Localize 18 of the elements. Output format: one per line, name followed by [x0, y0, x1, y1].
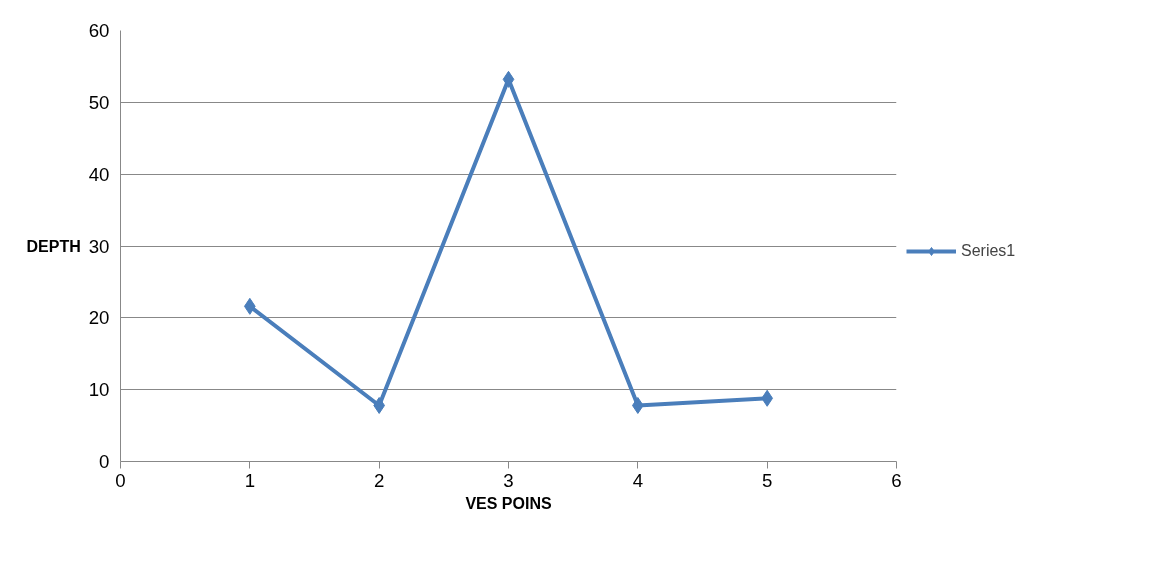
- point: [502, 70, 515, 88]
- legend-label: Series1: [961, 242, 1017, 260]
- x-tick-label: 0: [115, 469, 126, 491]
- y-tick-label: 60: [88, 20, 110, 41]
- y-tick-label: 10: [88, 379, 110, 401]
- y-tick-label: 40: [88, 163, 110, 185]
- y-tick-label: 0: [99, 451, 110, 472]
- y-tick-label: 50: [88, 91, 110, 113]
- x-tick-label: 6: [891, 469, 902, 491]
- y-tick-label: 20: [88, 307, 110, 329]
- y-tick-label: 30: [88, 235, 110, 257]
- x-tick-label: 1: [244, 469, 256, 491]
- x-tick-label: 5: [761, 469, 773, 491]
- x-tick-label: 2: [373, 469, 385, 491]
- y-axis-title: DEPTH: [26, 237, 81, 255]
- x-tick-label: 3: [503, 469, 514, 491]
- x-axis-title: VES POINS: [465, 494, 552, 512]
- x-tick-label: 4: [632, 469, 644, 491]
